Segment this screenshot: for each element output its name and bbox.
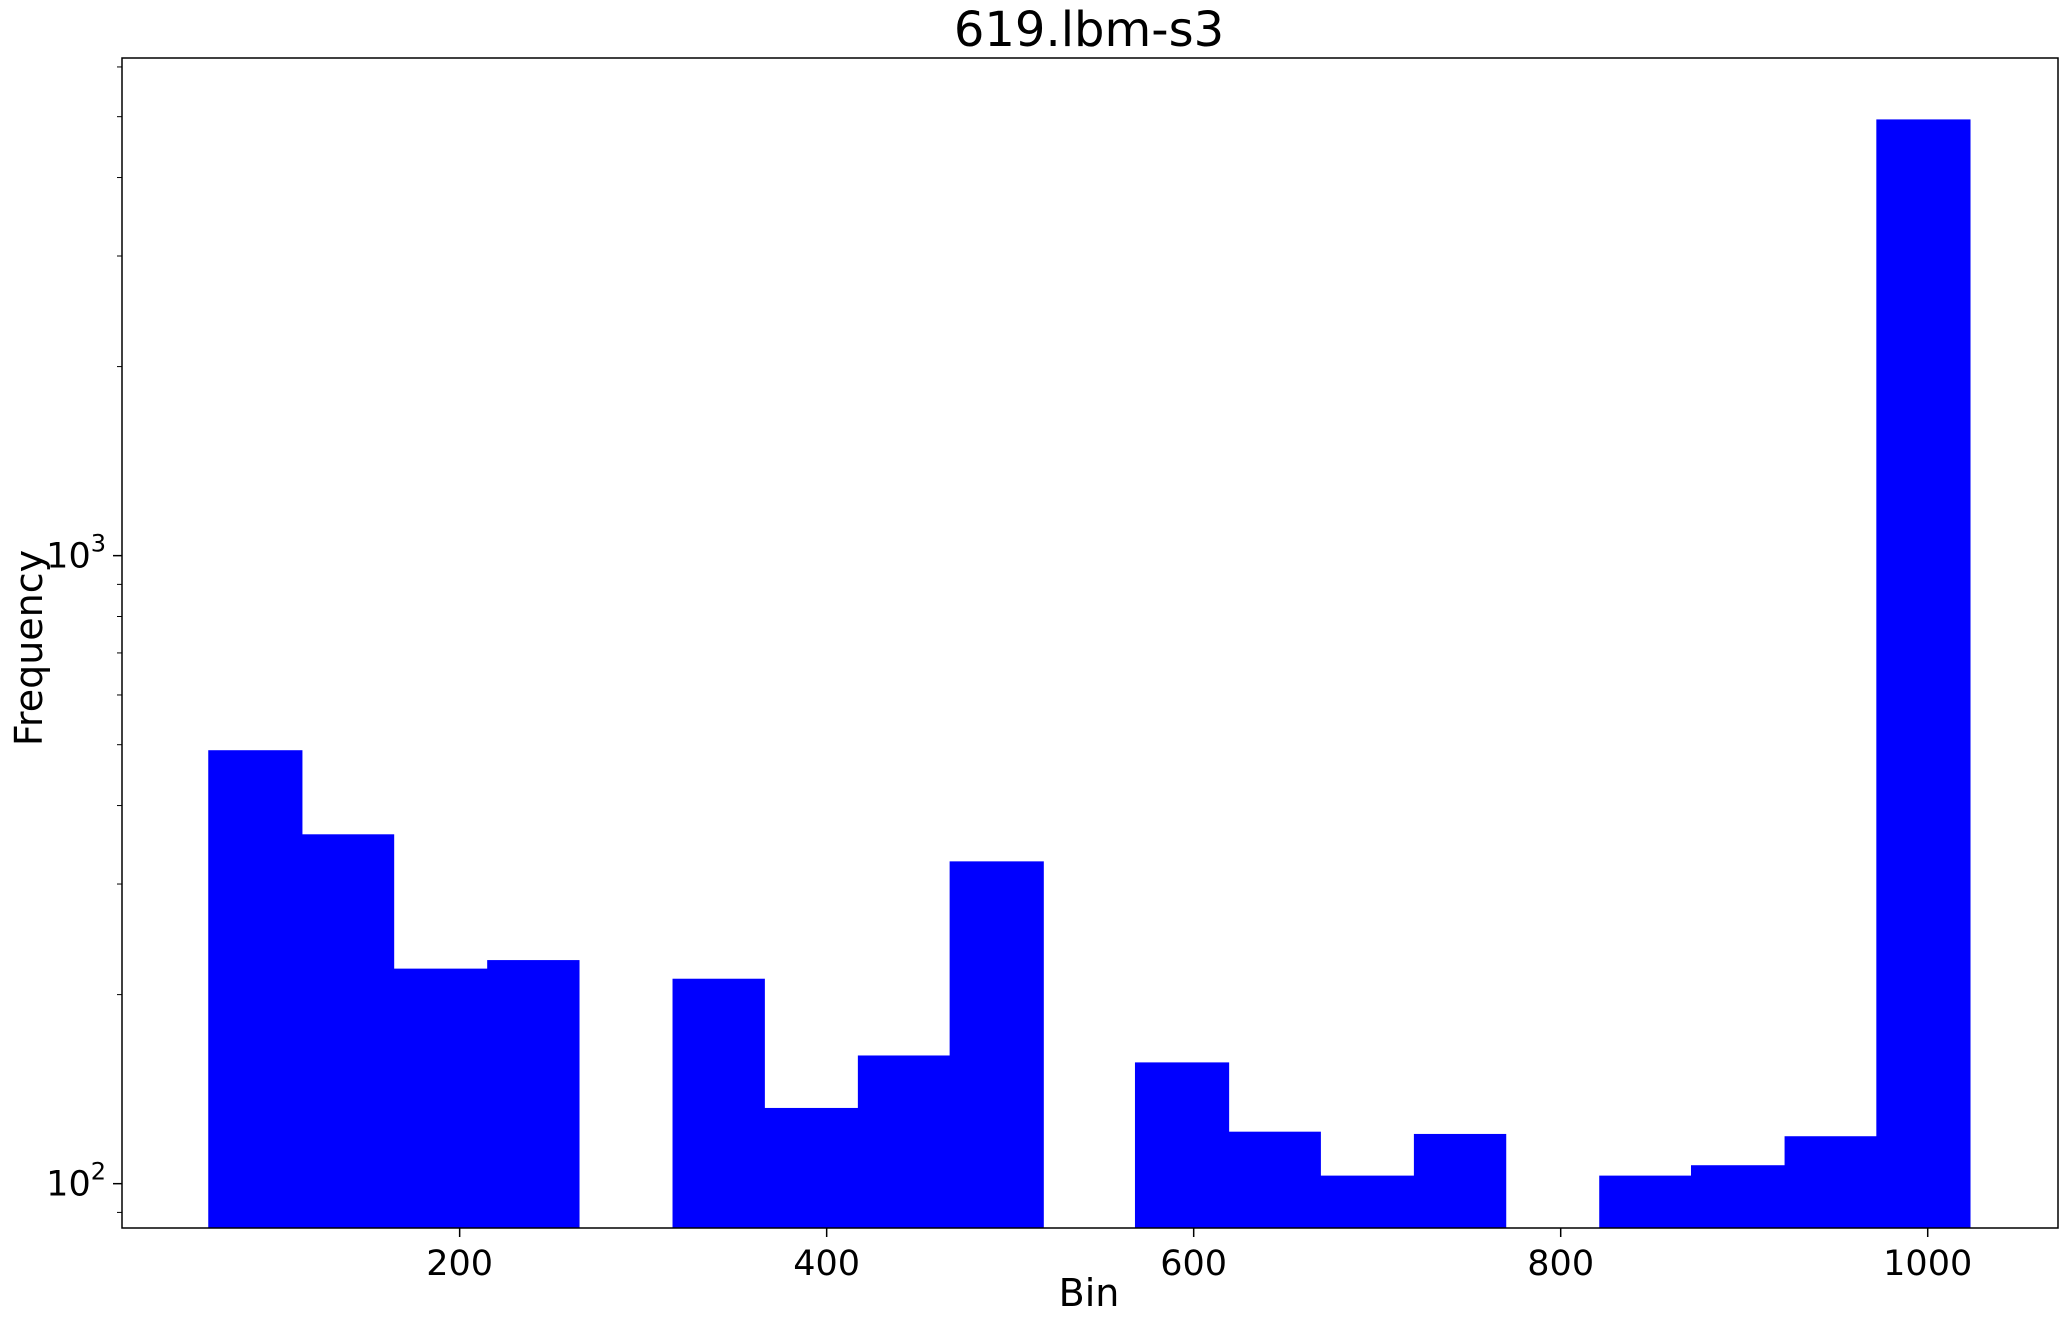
x-axis: 200 400 600 800 1000	[426, 1228, 1972, 1284]
histogram-bar	[1228, 1131, 1321, 1228]
histogram-bar	[208, 750, 303, 1228]
y-tick-label: 102	[46, 1158, 106, 1205]
y-axis-label: Frequency	[7, 550, 51, 746]
x-tick-label: 600	[1160, 1244, 1227, 1284]
histogram-bar	[1876, 119, 1971, 1228]
histogram-bar	[393, 968, 488, 1228]
histogram-bar	[1134, 1062, 1230, 1228]
x-axis-label: Bin	[1059, 1271, 1120, 1315]
histogram-bar	[1690, 1165, 1786, 1228]
histogram-bar	[1784, 1136, 1877, 1228]
y-tick-label: 103	[46, 530, 106, 577]
histogram-bar	[1320, 1175, 1415, 1228]
plot-frame	[121, 57, 2059, 1229]
y-axis: 102 103	[46, 66, 122, 1213]
histogram-bar	[301, 834, 395, 1228]
chart-title: 619.lbm-s3	[954, 2, 1224, 58]
x-tick-label: 200	[426, 1244, 493, 1284]
histogram-bar	[1599, 1175, 1692, 1228]
histogram-bar	[672, 978, 765, 1228]
x-tick-label: 1000	[1883, 1244, 1972, 1284]
bars-group	[208, 119, 1971, 1228]
histogram-bar	[487, 960, 580, 1228]
x-tick-label: 400	[793, 1244, 860, 1284]
histogram-bar	[1413, 1133, 1507, 1228]
x-tick-label: 800	[1527, 1244, 1594, 1284]
histogram-bar	[949, 861, 1044, 1228]
histogram-bar	[764, 1107, 859, 1228]
histogram-bar	[857, 1055, 951, 1228]
